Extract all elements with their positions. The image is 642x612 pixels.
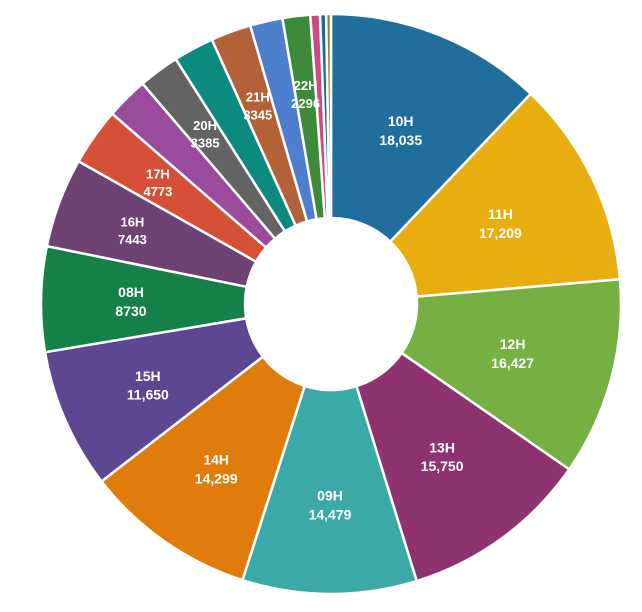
slice-label-value: 4773 (143, 184, 172, 199)
slice-label-name: 12H (500, 336, 526, 352)
slice-label-name: 09H (317, 488, 343, 504)
slice-label-11h: 11H 17,209 (479, 206, 522, 241)
slice-13h[interactable] (354, 351, 571, 583)
slices-layer (39, 12, 623, 596)
slice-label-12h: 12H 16,427 (491, 336, 534, 371)
slice-label-value: 15,750 (421, 458, 464, 474)
slice-14h[interactable] (99, 354, 307, 582)
labels-layer: 10H 18,035 11H 17,209 12H 16,427 13H 15,750 09H 1… (115, 78, 534, 522)
slice-10h[interactable] (329, 12, 533, 244)
slice-unlabeled-18[interactable] (324, 12, 333, 220)
slice-label-name: 16H (120, 215, 144, 230)
slice-label-value: 7443 (118, 232, 147, 247)
slice-label-value: 11,650 (127, 387, 169, 403)
slice-label-22h: 22H 2296 (291, 78, 320, 111)
slice-label-value: 8730 (115, 303, 146, 319)
slice-label-value: 3345 (243, 107, 272, 122)
slice-label-21h: 21H 3345 (243, 90, 272, 123)
slice-label-name: 10H (388, 113, 414, 129)
slice-label-name: 21H (246, 90, 270, 105)
slice-12h[interactable] (399, 277, 623, 472)
slice-label-value: 14,479 (309, 507, 352, 523)
slice-label-16h: 16H 7443 (118, 215, 147, 248)
slice-label-value: 17,209 (479, 225, 522, 241)
slice-15h[interactable] (43, 316, 265, 484)
slice-label-13h: 13H 15,750 (421, 439, 464, 474)
slice-label-14h: 14H 14,299 (195, 451, 238, 486)
slice-label-name: 22H (294, 78, 318, 93)
slice-label-name: 15H (135, 368, 161, 384)
slice-label-name: 11H (488, 206, 513, 222)
slice-label-value: 14,299 (195, 470, 238, 486)
slice-label-name: 17H (146, 166, 170, 181)
slice-09h[interactable] (240, 384, 419, 596)
slice-label-value: 18,035 (379, 132, 422, 148)
slice-label-name: 20H (193, 118, 217, 133)
slice-label-name: 13H (429, 439, 455, 455)
slice-label-name: 14H (203, 451, 229, 467)
slice-label-value: 16,427 (491, 355, 534, 371)
slice-label-17h: 17H 4773 (143, 166, 172, 199)
slice-label-name: 08H (118, 284, 144, 300)
slice-label-15h: 15H 11,650 (127, 368, 169, 403)
slice-label-09h: 09H 14,479 (309, 488, 352, 523)
slice-11h[interactable] (388, 92, 622, 299)
slice-label-value: 3385 (191, 136, 220, 151)
slice-label-value: 2296 (291, 96, 320, 111)
slice-label-10h: 10H 18,035 (379, 113, 422, 148)
slice-label-20h: 20H 3385 (191, 118, 220, 151)
slice-label-08h: 08H 8730 (115, 284, 146, 319)
